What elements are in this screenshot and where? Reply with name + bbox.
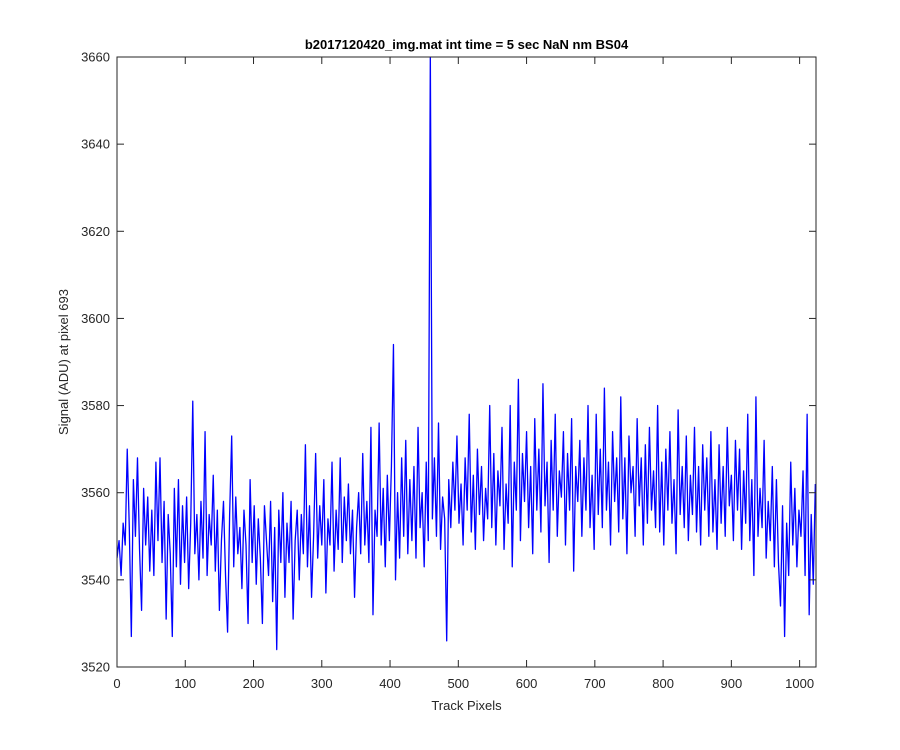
y-tick-label: 3520	[81, 660, 110, 675]
x-tick-label: 400	[379, 676, 401, 691]
y-axis-label: Signal (ADU) at pixel 693	[56, 289, 71, 435]
x-axis-label: Track Pixels	[431, 698, 502, 713]
y-tick-label: 3620	[81, 224, 110, 239]
x-tick-label: 0	[113, 676, 120, 691]
x-tick-label: 100	[174, 676, 196, 691]
plot-area	[117, 57, 816, 667]
plot-frame	[116, 56, 817, 668]
ticks-layer: 0 100 200 300 400 500 600 700 800 900 1000 3520 3540…	[81, 50, 816, 691]
y-tick-label: 3660	[81, 50, 110, 65]
series-line-0	[117, 57, 816, 651]
y-tick-label: 3580	[81, 398, 110, 413]
x-tick-label: 300	[311, 676, 333, 691]
x-tick-label: 200	[243, 676, 265, 691]
x-tick-label: 800	[652, 676, 674, 691]
x-tick-label: 900	[721, 676, 743, 691]
y-tick-label: 3560	[81, 485, 110, 500]
x-tick-label: 500	[447, 676, 469, 691]
chart-title: b2017120420_img.mat int time = 5 sec NaN…	[305, 37, 629, 52]
x-tick-label: 700	[584, 676, 606, 691]
y-tick-label: 3640	[81, 137, 110, 152]
x-tick-label: 600	[516, 676, 538, 691]
x-tick-label: 1000	[785, 676, 814, 691]
y-tick-label: 3540	[81, 572, 110, 587]
series-layer	[117, 57, 816, 651]
y-tick-label: 3600	[81, 311, 110, 326]
